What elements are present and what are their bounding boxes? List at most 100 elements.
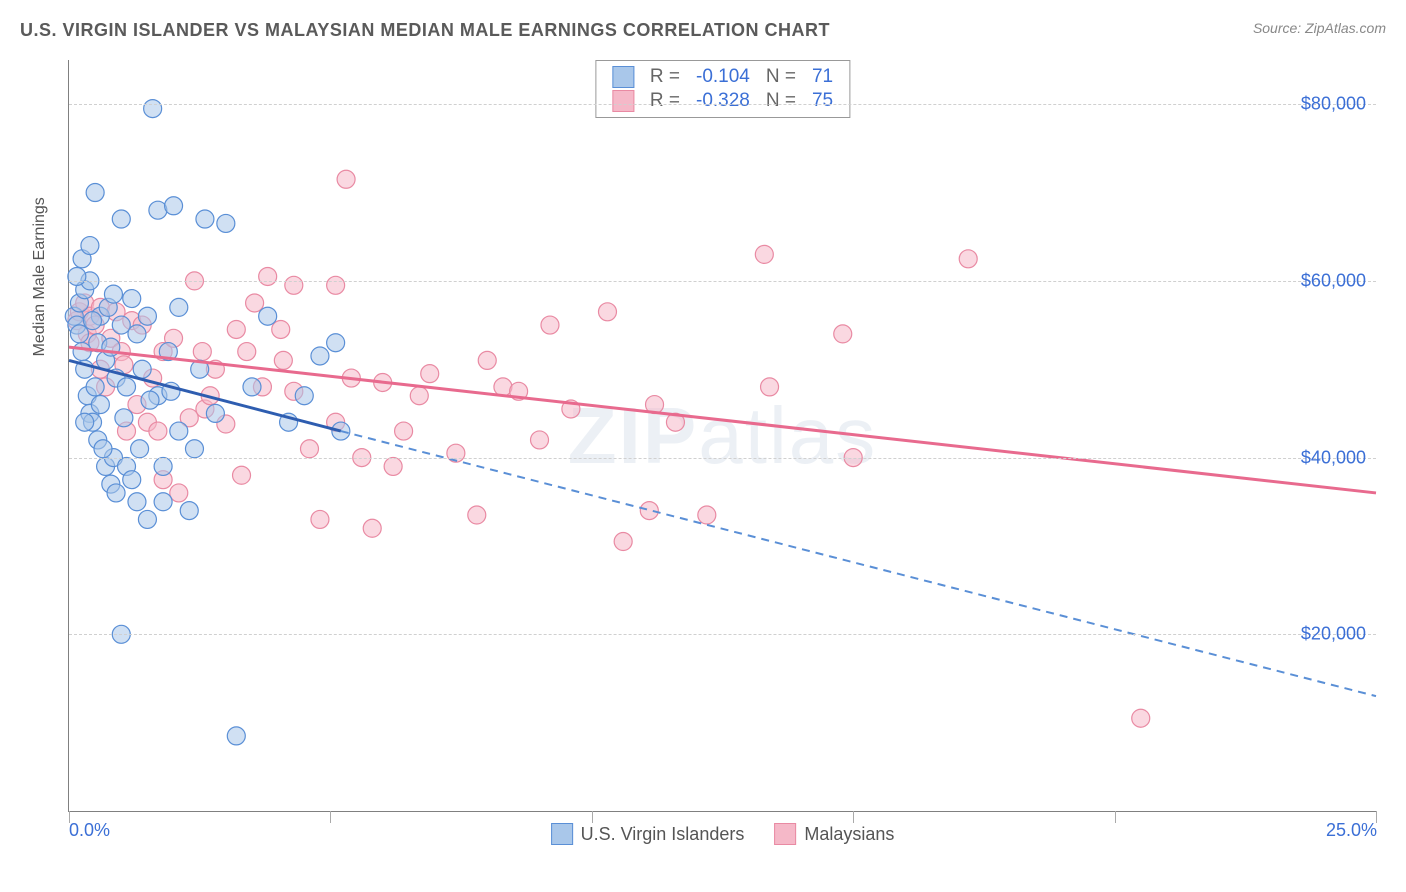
data-point-usvi [112,210,130,228]
gridline [69,281,1376,282]
malaysian-r-value: -0.328 [688,89,758,113]
data-point-malaysian [421,365,439,383]
data-point-usvi [154,457,172,475]
data-point-malaysian [259,267,277,285]
data-point-usvi [295,387,313,405]
data-point-usvi [70,325,88,343]
data-point-usvi [206,404,224,422]
data-point-usvi [91,396,109,414]
regression-line-malaysian [69,347,1376,493]
data-point-usvi [165,197,183,215]
x-tick [330,811,331,823]
data-point-usvi [107,484,125,502]
data-point-malaysian [272,320,290,338]
data-point-malaysian [478,351,496,369]
data-point-usvi [81,237,99,255]
source-label: Source: ZipAtlas.com [1253,20,1386,36]
data-point-malaysian [640,502,658,520]
data-point-malaysian [614,533,632,551]
regression-extrapolation-usvi [341,431,1376,696]
data-point-malaysian [238,343,256,361]
data-point-malaysian [598,303,616,321]
data-point-malaysian [233,466,251,484]
data-point-malaysian [531,431,549,449]
data-point-usvi [68,267,86,285]
data-point-malaysian [363,519,381,537]
swatch-usvi-icon [551,823,573,845]
data-point-malaysian [541,316,559,334]
x-tick-label: 0.0% [69,820,110,841]
y-tick-label: $40,000 [1301,447,1366,468]
data-point-malaysian [274,351,292,369]
gridline [69,104,1376,105]
data-point-usvi [138,307,156,325]
data-point-malaysian [246,294,264,312]
data-point-malaysian [149,422,167,440]
x-tick [1115,811,1116,823]
data-point-usvi [128,493,146,511]
data-point-usvi [84,312,102,330]
data-point-usvi [94,440,112,458]
data-point-usvi [227,727,245,745]
data-point-malaysian [384,457,402,475]
data-point-usvi [259,307,277,325]
data-point-usvi [112,316,130,334]
malaysian-n-value: 75 [804,89,841,113]
data-point-usvi [243,378,261,396]
data-point-malaysian [311,510,329,528]
stats-row-usvi: R =-0.104 N =71 [604,65,841,89]
y-tick-label: $60,000 [1301,270,1366,291]
data-point-usvi [327,334,345,352]
data-point-malaysian [193,343,211,361]
data-point-usvi [180,502,198,520]
data-point-malaysian [227,320,245,338]
data-point-usvi [104,285,122,303]
data-point-malaysian [698,506,716,524]
data-point-malaysian [959,250,977,268]
swatch-malaysian [612,90,634,112]
data-point-malaysian [395,422,413,440]
plot-svg [69,60,1376,811]
data-point-usvi [76,413,94,431]
data-point-usvi [217,214,235,232]
swatch-malaysian-icon [774,823,796,845]
x-tick-label: 25.0% [1326,820,1377,841]
data-point-usvi [123,471,141,489]
data-point-usvi [115,409,133,427]
legend-label-malaysian: Malaysians [804,824,894,845]
y-tick-label: $20,000 [1301,624,1366,645]
gridline [69,634,1376,635]
data-point-malaysian [1132,709,1150,727]
swatch-usvi [612,66,634,88]
data-point-malaysian [755,245,773,263]
data-point-usvi [73,343,91,361]
legend-item-usvi: U.S. Virgin Islanders [551,823,745,845]
data-point-malaysian [337,170,355,188]
data-point-usvi [144,100,162,118]
x-tick [853,811,854,823]
data-point-malaysian [410,387,428,405]
plot-area: Median Male Earnings ZIPatlas R =-0.104 … [68,60,1376,812]
data-point-usvi [170,298,188,316]
data-point-usvi [141,391,159,409]
usvi-n-value: 71 [804,65,841,89]
usvi-r-value: -0.104 [688,65,758,89]
data-point-usvi [86,378,104,396]
data-point-usvi [196,210,214,228]
data-point-malaysian [285,276,303,294]
data-point-usvi [154,493,172,511]
data-point-malaysian [468,506,486,524]
data-point-malaysian [761,378,779,396]
legend-item-malaysian: Malaysians [774,823,894,845]
data-point-usvi [185,440,203,458]
data-point-usvi [123,290,141,308]
y-axis-title: Median Male Earnings [31,197,49,356]
data-point-malaysian [834,325,852,343]
data-point-malaysian [327,276,345,294]
y-tick-label: $80,000 [1301,94,1366,115]
data-point-usvi [133,360,151,378]
data-point-usvi [138,510,156,528]
data-point-usvi [86,184,104,202]
data-point-usvi [128,325,146,343]
stats-legend: R =-0.104 N =71 R =-0.328 N =75 [595,60,850,118]
